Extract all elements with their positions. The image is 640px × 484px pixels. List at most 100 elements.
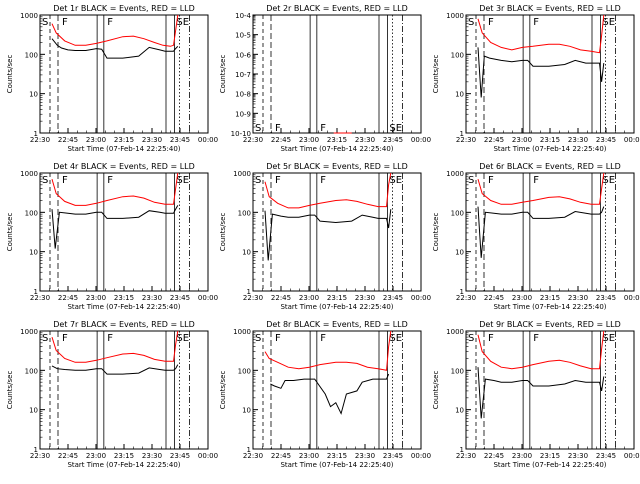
- x-tick-label: 23:30: [355, 136, 375, 144]
- x-axis-label: Start Time (07-Feb-14 22:25:40): [280, 461, 393, 469]
- y-tick-label: 1000: [446, 12, 464, 20]
- x-tick-label: 22:45: [58, 136, 78, 144]
- y-tick-label: 10-6: [235, 51, 251, 59]
- x-tick-label: 23:30: [142, 294, 162, 302]
- y-tick-label: 10-10: [231, 130, 251, 138]
- marker-label-se: SE: [602, 17, 615, 28]
- x-axis-label: Start Time (07-Feb-14 22:25:40): [67, 145, 180, 153]
- series-events: [51, 205, 179, 249]
- marker-label-f: F: [320, 123, 326, 134]
- x-tick-label: 22:45: [484, 452, 504, 460]
- x-tick-label: 22:45: [271, 452, 291, 460]
- y-tick-label: 1: [247, 288, 251, 296]
- panel-title: Det 5r BLACK = Events, RED = LLD: [266, 162, 408, 171]
- marker-label-f: F: [62, 17, 68, 28]
- panel-5r: Det 5r BLACK = Events, RED = LLD Counts/s…: [219, 162, 431, 311]
- panel-title: Det 6r BLACK = Events, RED = LLD: [479, 162, 621, 171]
- x-tick-label: 22:30: [243, 136, 263, 144]
- marker-label-s: S: [255, 333, 261, 344]
- panel-title: Det 8r BLACK = Events, RED = LLD: [266, 320, 408, 329]
- x-tick-label: 22:30: [243, 452, 263, 460]
- x-tick-label: 23:00: [86, 294, 106, 302]
- y-axis-label: Counts/sec: [6, 371, 14, 410]
- marker-label-s: S: [42, 175, 48, 186]
- series-events: [51, 38, 179, 59]
- y-tick-label: 1000: [446, 170, 464, 178]
- y-tick-label: 1: [247, 446, 251, 454]
- marker-label-s: S: [468, 17, 474, 28]
- series-lld: [477, 14, 605, 54]
- x-axis-label: Start Time (07-Feb-14 22:25:40): [493, 303, 606, 311]
- x-tick-label: 23:45: [596, 452, 616, 460]
- x-tick-label: 22:30: [30, 294, 50, 302]
- y-tick-label: 100: [451, 209, 464, 217]
- x-tick-label: 23:30: [568, 294, 588, 302]
- x-tick-label: 23:00: [299, 452, 319, 460]
- x-tick-label: 23:45: [596, 294, 616, 302]
- x-tick-label: 23:45: [383, 294, 403, 302]
- y-tick-label: 1000: [20, 328, 38, 336]
- series-events: [264, 209, 392, 261]
- marker-label-f: F: [62, 333, 68, 344]
- series-events: [477, 206, 605, 258]
- x-tick-label: 23:15: [114, 136, 134, 144]
- series-lld: [51, 172, 179, 206]
- x-tick-label: 22:30: [30, 136, 50, 144]
- x-tick-label: 23:45: [596, 136, 616, 144]
- y-tick-label: 1: [460, 130, 464, 138]
- x-tick-label: 23:45: [170, 452, 190, 460]
- x-tick-label: 23:15: [540, 136, 560, 144]
- y-tick-label: 10-4: [235, 12, 251, 20]
- y-tick-label: 10: [455, 407, 464, 415]
- x-tick-label: 23:30: [355, 452, 375, 460]
- series-lld: [51, 330, 179, 363]
- x-tick-label: 22:30: [456, 136, 476, 144]
- y-tick-label: 1: [460, 446, 464, 454]
- x-tick-label: 00:00: [624, 136, 640, 144]
- x-tick-label: 23:00: [512, 452, 532, 460]
- y-tick-label: 100: [238, 367, 251, 375]
- marker-label-se: SE: [176, 175, 189, 186]
- y-tick-label: 1: [34, 446, 38, 454]
- y-tick-label: 10: [455, 91, 464, 99]
- x-tick-label: 23:45: [170, 136, 190, 144]
- plot-frame: [39, 172, 209, 292]
- x-tick-label: 22:45: [58, 294, 78, 302]
- plot-frame: [39, 14, 209, 134]
- x-axis-label: Start Time (07-Feb-14 22:25:40): [280, 303, 393, 311]
- y-tick-label: 100: [238, 209, 251, 217]
- plot-frame: [465, 14, 635, 134]
- panel-title: Det 4r BLACK = Events, RED = LLD: [53, 162, 195, 171]
- y-tick-label: 100: [451, 367, 464, 375]
- marker-label-f: F: [488, 17, 494, 28]
- x-tick-label: 22:45: [271, 136, 291, 144]
- y-tick-label: 10-5: [235, 32, 251, 40]
- panel-title: Det 2r BLACK = Events, RED = LLD: [266, 4, 408, 13]
- plot-frame: [465, 330, 635, 450]
- marker-label-s: S: [468, 333, 474, 344]
- x-tick-label: 23:00: [86, 452, 106, 460]
- x-tick-label: 00:00: [411, 452, 431, 460]
- x-tick-label: 23:15: [327, 136, 347, 144]
- y-axis-label: Counts/sec: [432, 213, 440, 252]
- marker-label-f: F: [533, 17, 539, 28]
- y-tick-label: 10: [242, 407, 251, 415]
- series-lld: [477, 330, 605, 370]
- x-tick-label: 22:30: [456, 452, 476, 460]
- x-tick-label: 23:45: [383, 136, 403, 144]
- x-tick-label: 23:00: [512, 294, 532, 302]
- series-lld: [477, 172, 605, 205]
- y-axis-label: Counts/sec: [219, 371, 227, 410]
- y-tick-label: 1: [34, 130, 38, 138]
- x-tick-label: 22:30: [30, 452, 50, 460]
- y-tick-label: 1000: [20, 170, 38, 178]
- x-tick-label: 23:15: [327, 452, 347, 460]
- x-tick-label: 23:15: [540, 294, 560, 302]
- marker-label-se: SE: [389, 123, 402, 134]
- marker-label-f: F: [320, 333, 326, 344]
- x-tick-label: 22:30: [243, 294, 263, 302]
- y-tick-label: 10: [29, 91, 38, 99]
- y-axis-label: Counts/sec: [6, 55, 14, 94]
